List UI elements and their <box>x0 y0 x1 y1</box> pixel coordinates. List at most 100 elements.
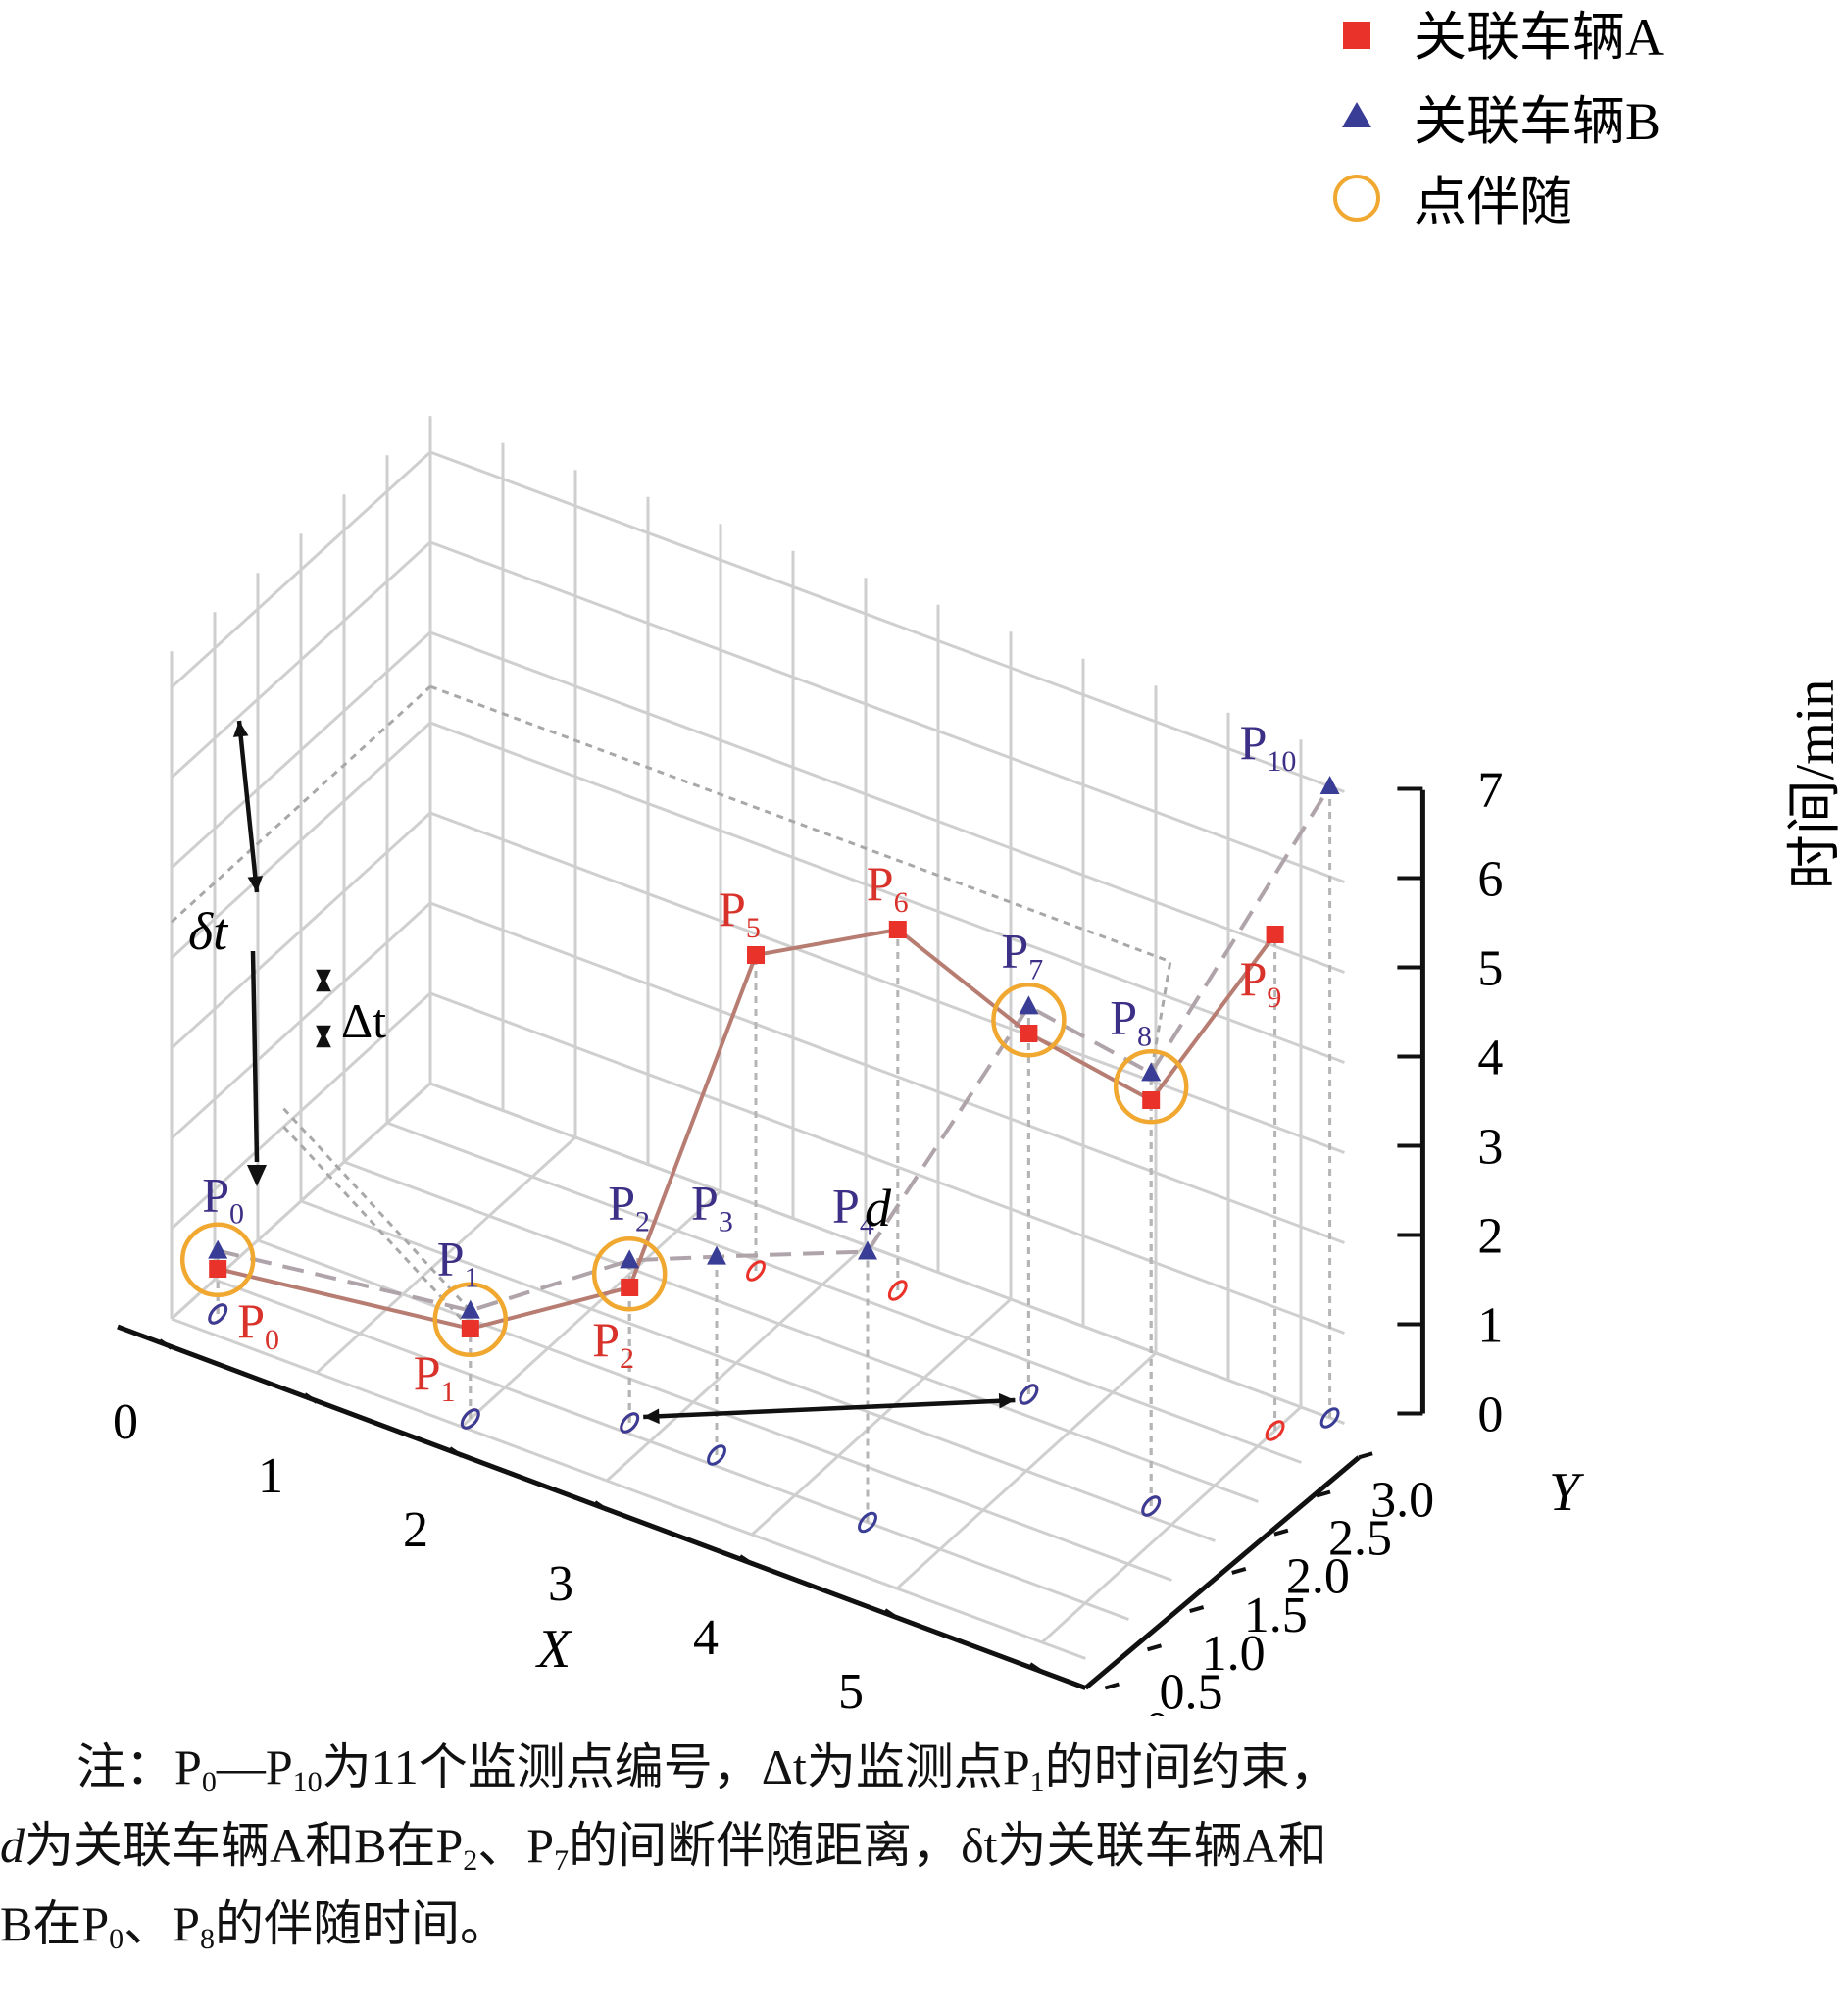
vehicle-a-point-label: P6 <box>867 856 909 919</box>
y-tick-label: 0.5 <box>1160 1664 1223 1716</box>
grid-line <box>257 1238 1172 1582</box>
y-tick-mark <box>1146 1643 1163 1652</box>
vehicle-b-point-label: P8 <box>1110 989 1152 1052</box>
floor-projection-b <box>460 1408 480 1430</box>
vehicle-b-point-label: P3 <box>691 1176 733 1238</box>
x-tick-label: 3 <box>548 1556 573 1612</box>
annotations: δt Δt d <box>188 720 1016 1425</box>
y-axis-label: Y <box>1549 1462 1585 1523</box>
y-tick-mark <box>1316 1489 1331 1498</box>
floor-projection-b <box>620 1412 640 1434</box>
vehicle-b-marker <box>707 1245 726 1265</box>
z-tick-label: 1 <box>1477 1298 1503 1354</box>
y-tick-label: 3.0 <box>1370 1472 1434 1528</box>
grid-line <box>170 991 432 1231</box>
grid-lines <box>170 416 1345 1660</box>
delta-t-small-arrow-bottom-head <box>316 1025 331 1041</box>
delta-t-large-arrow-upper-head <box>247 876 264 892</box>
data-markers <box>179 776 1340 1358</box>
y-tick-mark <box>1104 1682 1120 1690</box>
grid-line <box>171 1317 1086 1660</box>
x-tick-label: 2 <box>403 1502 428 1558</box>
legend: 关联车辆A 关联车辆B 点伴随 <box>1333 8 1664 231</box>
companion-circle <box>179 1222 256 1298</box>
y-tick-mark <box>1358 1451 1373 1460</box>
x-tick-label: 1 <box>258 1448 283 1504</box>
grid-line <box>170 450 432 689</box>
grid-line <box>429 1082 1345 1425</box>
delta-t-large-arrow-upper <box>236 720 260 893</box>
legend-marker-companion <box>1333 175 1380 222</box>
z-tick-label: 5 <box>1477 941 1503 997</box>
companion-circle <box>591 1235 668 1312</box>
floor-projection-a <box>1265 1420 1285 1441</box>
x-tick-mark <box>883 1608 899 1620</box>
delta-t-large-label: δt <box>188 902 229 961</box>
y-tick-label: 1.0 <box>1202 1626 1266 1682</box>
x-tick-mark <box>448 1446 464 1458</box>
vehicle-a-point-label: P9 <box>1240 951 1282 1014</box>
legend-label-vehicle-b: 关联车辆B <box>1414 92 1661 151</box>
y-tick-mark <box>1231 1566 1247 1575</box>
vehicle-a-marker <box>1020 1025 1038 1042</box>
vehicle-b-marker <box>620 1249 640 1269</box>
y-axis-line <box>1083 1455 1361 1690</box>
x-tick-label: 4 <box>693 1610 719 1666</box>
vehicle-b-marker <box>1141 1062 1162 1082</box>
grid-line <box>429 540 1345 883</box>
legend-marker-vehicle-b <box>1342 102 1371 127</box>
trajectory-lines <box>217 784 1332 1332</box>
distance-d-arrow-head <box>643 1408 660 1425</box>
legend-marker-vehicle-a <box>1343 22 1370 49</box>
grid-line <box>300 1199 1216 1542</box>
note-line-3: B在P0、P8的伴随时间。 <box>0 1896 509 1955</box>
vehicle-a-marker <box>621 1279 639 1296</box>
companion-circle <box>432 1282 509 1358</box>
grid-line <box>429 630 1345 974</box>
y-tick-label: 1.5 <box>1244 1588 1308 1643</box>
vehicle-a-marker <box>747 946 765 964</box>
companion-circle <box>991 982 1067 1058</box>
z-tick-label: 6 <box>1477 852 1503 908</box>
grid-line <box>429 991 1345 1335</box>
y-tick-mark <box>1189 1605 1205 1614</box>
floor-projection-b <box>1019 1384 1039 1405</box>
vehicle-b-marker <box>1319 776 1340 794</box>
vehicle-b-trajectory <box>217 784 1332 1313</box>
z-tick-label: 3 <box>1477 1120 1503 1176</box>
vehicle-b-point-label: P0 <box>202 1168 244 1231</box>
grid-line <box>429 811 1345 1154</box>
grid-line <box>429 901 1345 1244</box>
floor-projection-a <box>746 1260 766 1282</box>
vehicle-b-point-label: P1 <box>437 1232 479 1294</box>
distance-d-label: d <box>865 1179 892 1237</box>
x-tick-mark <box>738 1554 754 1566</box>
delta-t-small-label: Δt <box>341 993 386 1048</box>
z-axis-label: 时间/min <box>1785 680 1841 890</box>
distance-d-arrow-head <box>998 1392 1016 1409</box>
floor-projection-b <box>208 1303 228 1325</box>
floor-projection-b <box>1319 1407 1340 1429</box>
vehicle-a-point-label: P5 <box>719 882 761 944</box>
grid-line <box>170 811 432 1050</box>
z-tick-label: 7 <box>1477 763 1503 819</box>
x-tick-label: 0 <box>113 1394 138 1450</box>
grid-line <box>170 721 432 960</box>
x-axis-label: X <box>535 1619 573 1680</box>
vehicle-b-marker <box>1019 995 1039 1015</box>
legend-label-companion: 点伴随 <box>1414 173 1572 231</box>
y-tick-label: 2.5 <box>1328 1511 1392 1567</box>
grid-line <box>343 1160 1259 1503</box>
vehicle-b-marker <box>208 1239 228 1259</box>
x-tick-mark <box>303 1392 319 1404</box>
vehicle-a-marker <box>1142 1091 1161 1109</box>
grid-line <box>170 540 432 780</box>
floor-projection-b <box>858 1511 877 1534</box>
legend-label-vehicle-a: 关联车辆A <box>1414 8 1664 67</box>
grid-line <box>429 450 1345 793</box>
x-tick-mark <box>1028 1662 1044 1674</box>
y-tick-label: 0 <box>1144 1703 1169 1717</box>
figure-note: 注：P0—P10为11个监测点编号，Δt为监测点P1的时间约束， d为关联车辆A… <box>0 1728 1841 1963</box>
